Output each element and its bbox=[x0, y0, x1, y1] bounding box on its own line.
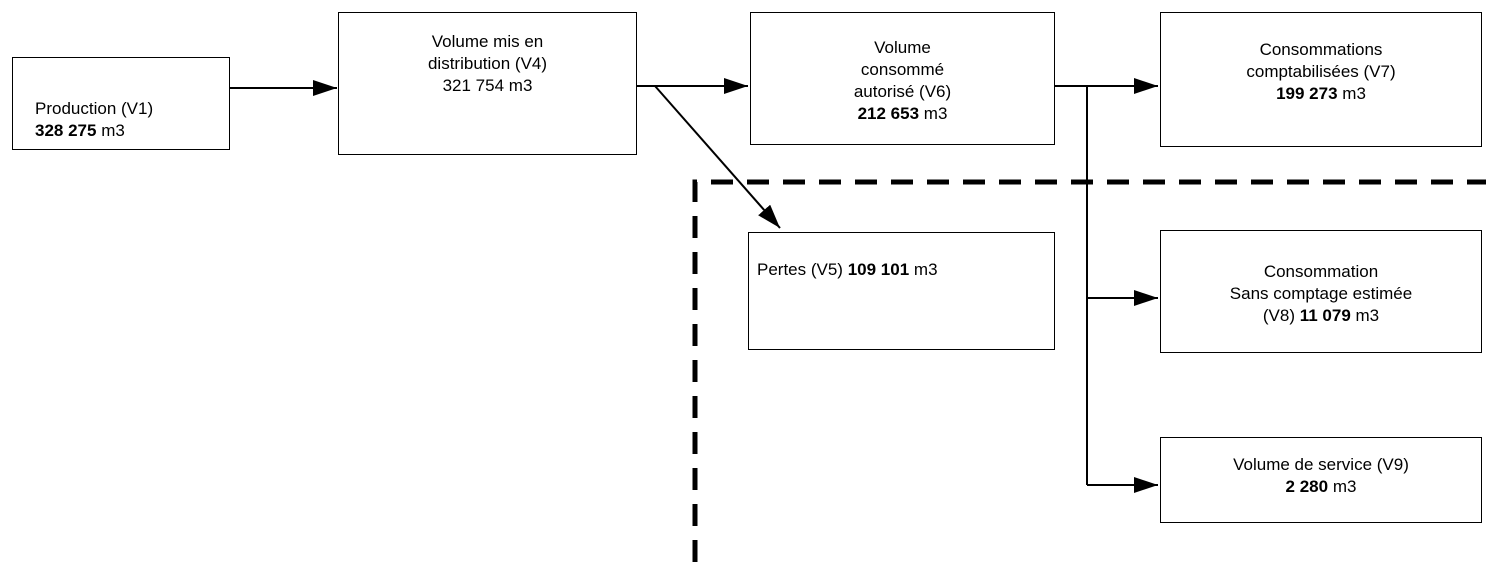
node-value: 212 653 bbox=[857, 104, 920, 123]
dashed-boundary bbox=[692, 179, 1486, 562]
node-value: 321 754 bbox=[442, 76, 505, 95]
node-label: Production (V1) bbox=[35, 99, 154, 118]
node-box: Volume consommé autorisé (V6) 212 653 m3 bbox=[750, 12, 1055, 145]
node-value: 109 101 bbox=[847, 260, 910, 279]
node-box: Volume de service (V9) 2 280 m3 bbox=[1160, 437, 1482, 523]
value-line: 212 653 m3 bbox=[751, 103, 1054, 125]
node-unit: m3 bbox=[1342, 84, 1366, 103]
node-label: Sans comptage estimée bbox=[1229, 284, 1413, 303]
node-box: Volume mis en distribution (V4) 321 754 m3 bbox=[338, 12, 637, 155]
node-box: Production (V1) 328 275 m3 bbox=[12, 57, 230, 150]
value-line: 199 273 m3 bbox=[1161, 83, 1481, 105]
node-unit: m3 bbox=[1355, 306, 1380, 325]
node-unit: m3 bbox=[1332, 477, 1357, 496]
value-line: 328 275 m3 bbox=[35, 120, 229, 142]
value-line: Production (V1) bbox=[35, 98, 229, 120]
value-line: (V8) 11 079 m3 bbox=[1161, 305, 1481, 327]
node-unit: m3 bbox=[923, 104, 948, 123]
node-label: Volume mis en bbox=[431, 32, 544, 51]
value-line: 2 280 m3 bbox=[1161, 476, 1481, 498]
node-label: comptabilisées (V7) bbox=[1246, 62, 1396, 81]
node-value: 11 079 bbox=[1299, 306, 1351, 325]
node-label: Consommation bbox=[1263, 262, 1379, 281]
node-unit: m3 bbox=[913, 260, 938, 279]
node-box: Pertes (V5) 109 101 m3 bbox=[748, 232, 1055, 350]
node-value: 2 280 bbox=[1285, 477, 1329, 496]
value-line: 321 754 m3 bbox=[339, 75, 636, 97]
node-label: consommé bbox=[860, 60, 945, 79]
node-unit: m3 bbox=[101, 121, 125, 140]
node-box: Consommation Sans comptage estimée (V8) 11… bbox=[1160, 230, 1482, 353]
node-label: autorisé (V6) bbox=[853, 82, 952, 101]
node-label: Volume bbox=[874, 38, 931, 57]
value-line: Pertes (V5) 109 101 m3 bbox=[757, 259, 1054, 281]
node-label: Consommations bbox=[1259, 40, 1383, 59]
node-label: (V8) bbox=[1262, 306, 1295, 325]
node-unit: m3 bbox=[508, 76, 533, 95]
node-label: Pertes (V5) bbox=[757, 260, 843, 279]
arrow bbox=[654, 85, 781, 229]
node-value: 328 275 bbox=[35, 121, 97, 140]
node-value: 199 273 bbox=[1276, 84, 1338, 103]
node-label: distribution (V4) bbox=[427, 54, 548, 73]
node-box: Consommations comptabilisées (V7) 199 273 … bbox=[1160, 12, 1482, 147]
node-label: Volume de service (V9) bbox=[1233, 455, 1409, 474]
